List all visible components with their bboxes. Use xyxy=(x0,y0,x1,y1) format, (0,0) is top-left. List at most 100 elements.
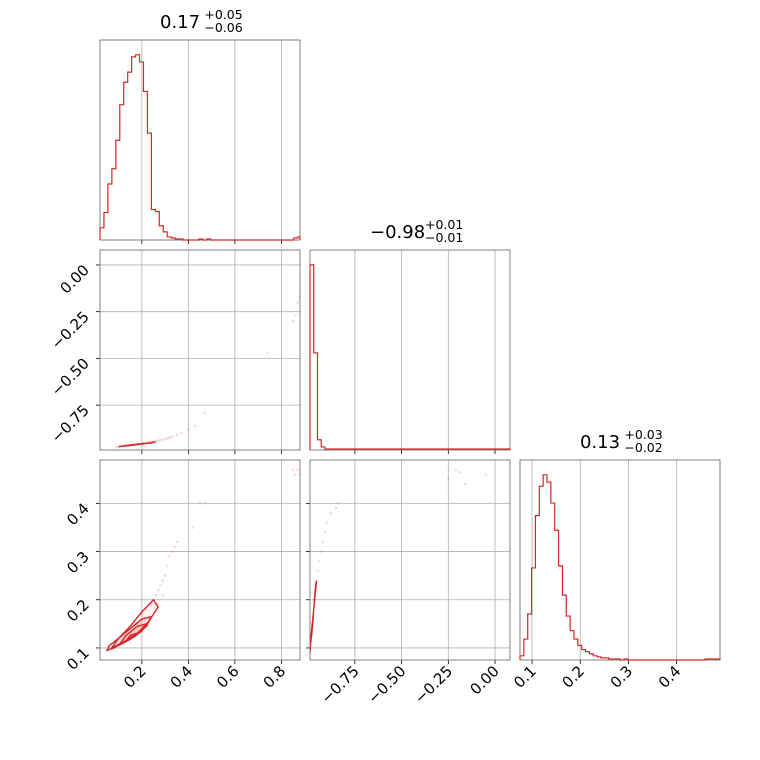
scatter-panel-0-2: 0.2 0.4 0.6 0.8 0.1 0.2 0.3 0.4 xyxy=(63,459,301,692)
hist-panel-1-title-minus: −0.01 xyxy=(425,230,463,245)
scatter-panel-0-1-point-23 xyxy=(168,436,172,439)
scatter-panel-1-2-point-7 xyxy=(334,506,338,510)
scatter-panel-0-1-ytick-label-2: −0.25 xyxy=(48,308,93,353)
hist-panel-2-title-value: 0.13 xyxy=(580,432,620,453)
scatter-panel-0-1-point-0 xyxy=(114,445,118,449)
scatter-panel-1-2-point-0 xyxy=(316,569,319,573)
hist-panel-1-histogram-step xyxy=(309,264,511,450)
scatter-panel-1-2-point-8 xyxy=(336,502,340,505)
hist-panel-2-xtick-label-3: 0.4 xyxy=(655,662,685,692)
scatter-panel-0-1-point-27 xyxy=(187,428,190,431)
scatter-panel-0-2-point-18 xyxy=(294,473,297,476)
scatter-panel-0-2-point-9 xyxy=(166,564,169,568)
scatter-panel-1-2-point-10 xyxy=(454,468,458,471)
scatter-panel-1-2-point-5 xyxy=(325,521,329,524)
scatter-panel-1-2: −0.75 −0.50 −0.25 0.00 xyxy=(306,459,511,707)
scatter-panel-1-2-xtick-label-2: −0.25 xyxy=(411,662,456,707)
scatter-panel-0-2-point-20 xyxy=(298,473,300,476)
scatter-panel-0-2-xtick-label-1: 0.4 xyxy=(167,662,197,692)
scatter-panel-0-2-xtick-label-2: 0.6 xyxy=(213,662,243,692)
hist-panel-2-xtick-label-0: 0.1 xyxy=(510,662,540,692)
hist-panel-1-frame xyxy=(309,249,511,451)
scatter-panel-0-2-point-2 xyxy=(149,603,153,606)
scatter-panel-0-2-point-6 xyxy=(159,584,162,587)
scatter-panel-1-2-marks xyxy=(310,468,488,653)
hist-panel-0-title-plus: +0.05 xyxy=(204,7,242,22)
scatter-panel-1-2-xtick-label-1: −0.50 xyxy=(364,662,409,707)
scatter-panel-1-2-point-4 xyxy=(323,530,327,534)
hist-panel-1-title: −0.98 xyxy=(370,222,425,243)
scatter-panel-0-2-ytick-label-3: 0.4 xyxy=(63,499,93,529)
scatter-panel-0-1-point-20 xyxy=(161,438,165,441)
scatter-panel-0-2-xtick-label-3: 0.8 xyxy=(260,662,290,692)
scatter-panel-0-2-xtick-label-0: 0.2 xyxy=(120,662,150,692)
scatter-panel-0-1-point-29 xyxy=(203,411,206,414)
scatter-panel-0-2-point-17 xyxy=(291,468,295,471)
scatter-panel-0-2-point-7 xyxy=(161,579,165,582)
hist-panel-1-title-value: −0.98 xyxy=(370,222,425,243)
scatter-panel-1-2-frame xyxy=(309,459,511,661)
hist-panel-2-xtick-label-1: 0.2 xyxy=(558,662,588,692)
hist-panel-2-title: 0.13 xyxy=(580,432,620,453)
hist-panel-0-histogram-step xyxy=(99,54,301,241)
scatter-panel-1-2-point-2 xyxy=(319,550,323,553)
scatter-panel-1-2-contour-1 xyxy=(310,614,315,644)
scatter-panel-1-2-xtick-label-0: −0.75 xyxy=(317,662,362,707)
scatter-panel-0-1-point-24 xyxy=(170,435,174,438)
scatter-panel-0-1-contour-1 xyxy=(123,442,145,447)
hist-panel-2: 0.1 0.2 0.3 0.4 0.13 +0.03−0.02 xyxy=(510,427,721,692)
scatter-panel-0-2-ytick-label-2: 0.3 xyxy=(63,548,93,578)
scatter-panel-0-2-point-24 xyxy=(161,593,165,597)
hist-panel-2-xtick-label-2: 0.3 xyxy=(607,662,637,692)
scatter-panel-0-2-point-10 xyxy=(168,555,172,558)
scatter-panel-0-1-ytick-label-3: 0.00 xyxy=(56,261,92,297)
scatter-panel-0-2-point-1 xyxy=(145,608,148,611)
hist-panel-2-title-plus: +0.03 xyxy=(624,427,662,442)
scatter-panel-0-1-marks xyxy=(114,295,300,449)
scatter-panel-0-1: −0.75−0.50−0.25 0.00 xyxy=(48,249,301,454)
scatter-panel-0-2-frame xyxy=(99,459,301,661)
scatter-panel-1-2-point-12 xyxy=(463,482,467,486)
scatter-panel-1-2-point-6 xyxy=(329,511,332,515)
hist-panel-1: −0.98 +0.01−0.01 xyxy=(309,217,511,454)
hist-panel-0-frame xyxy=(99,39,301,241)
scatter-panel-0-1-point-33 xyxy=(296,301,299,304)
scatter-panel-1-2-point-11 xyxy=(458,470,461,474)
scatter-panel-0-1-point-30 xyxy=(266,351,269,355)
scatter-panel-1-2-point-3 xyxy=(321,540,325,544)
scatter-panel-0-1-point-28 xyxy=(194,424,197,428)
scatter-panel-1-2-point-1 xyxy=(318,559,321,563)
scatter-panel-0-1-ytick-label-0: −0.75 xyxy=(48,401,93,446)
scatter-panel-0-2-point-11 xyxy=(170,550,174,553)
scatter-panel-0-1-point-18 xyxy=(156,439,160,442)
scatter-panel-0-1-point-31 xyxy=(291,319,295,323)
scatter-panel-0-1-ytick-label-1: −0.50 xyxy=(48,355,93,400)
hist-panel-2-histogram-step xyxy=(519,474,721,661)
scatter-panel-0-1-point-26 xyxy=(180,431,183,435)
scatter-panel-0-2-point-13 xyxy=(175,540,179,544)
scatter-panel-0-1-point-21 xyxy=(163,437,167,441)
scatter-panel-0-1-point-22 xyxy=(166,436,169,440)
hist-panel-0-title: 0.17 xyxy=(160,12,200,33)
scatter-panel-0-2-ytick-label-0: 0.1 xyxy=(63,644,93,674)
scatter-panel-0-2-point-5 xyxy=(156,588,160,592)
hist-panel-2-title-minus: −0.02 xyxy=(624,440,662,455)
scatter-panel-0-2-point-15 xyxy=(198,502,202,505)
hist-panel-0: 0.17 +0.05−0.06 xyxy=(99,7,301,244)
scatter-panel-1-2-point-13 xyxy=(484,473,488,476)
hist-panel-0-title-value: 0.17 xyxy=(160,12,200,33)
scatter-panel-0-2-marks xyxy=(105,468,300,652)
scatter-panel-0-2-point-12 xyxy=(173,545,176,549)
scatter-panel-1-2-xtick-label-3: 0.00 xyxy=(467,662,503,698)
scatter-panel-0-2-point-14 xyxy=(191,526,195,529)
scatter-panel-0-1-frame xyxy=(99,249,301,451)
scatter-panel-0-2-point-19 xyxy=(296,468,299,471)
scatter-panel-1-2-point-9 xyxy=(447,477,450,481)
scatter-panel-0-1-point-19 xyxy=(159,438,162,442)
scatter-panel-0-2-contour-3 xyxy=(125,631,140,643)
scatter-panel-0-2-ytick-label-1: 0.2 xyxy=(63,596,93,626)
scatter-panel-0-1-point-25 xyxy=(175,433,179,437)
scatter-panel-0-1-point-34 xyxy=(298,295,300,299)
scatter-panel-0-2-point-8 xyxy=(163,574,167,577)
